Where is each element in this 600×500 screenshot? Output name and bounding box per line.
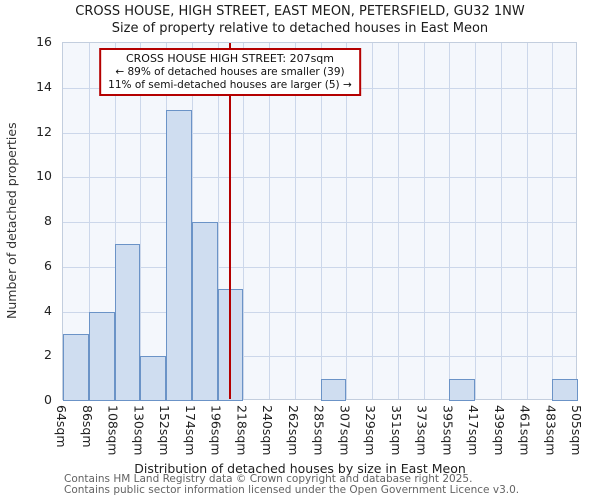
histogram-bar — [552, 378, 578, 401]
histogram-bar — [140, 356, 166, 401]
y-tick-label: 0 — [44, 392, 52, 407]
v-gridline — [191, 43, 193, 399]
y-tick-label: 2 — [44, 347, 52, 363]
x-tick-label: 351sqm — [388, 405, 404, 456]
histogram-bar — [166, 110, 192, 401]
h-gridline — [63, 356, 576, 358]
x-tick-label: 329sqm — [363, 405, 378, 456]
histogram-bar — [88, 311, 115, 401]
v-gridline — [243, 43, 245, 399]
annotation-line-1: CROSS HOUSE HIGH STREET: 207sqm — [125, 52, 335, 65]
histogram-bar — [449, 378, 475, 401]
x-tick-label: 417sqm — [466, 405, 481, 456]
h-gridline — [63, 177, 576, 179]
v-gridline — [397, 43, 399, 399]
v-gridline — [269, 43, 270, 399]
x-tick-label: 307sqm — [337, 405, 353, 456]
x-tick-label: 439sqm — [491, 405, 507, 456]
x-tick-label: 505sqm — [569, 405, 584, 456]
x-tick-label: 108sqm — [105, 405, 121, 456]
y-tick-label: 10 — [36, 168, 52, 184]
h-gridline — [63, 266, 576, 268]
v-gridline — [526, 43, 528, 399]
histogram-bar — [114, 244, 141, 401]
x-tick-label: 152sqm — [157, 405, 172, 456]
v-gridline — [552, 43, 554, 399]
x-tick-label: 64sqm — [54, 405, 69, 448]
x-tick-label: 395sqm — [440, 405, 456, 456]
marker-annotation: CROSS HOUSE HIGH STREET: 207sqm ← 89% of… — [99, 48, 361, 96]
chart-title: CROSS HOUSE, HIGH STREET, EAST MEON, PET… — [75, 4, 525, 19]
h-gridline — [63, 222, 576, 223]
y-tick-label: 16 — [36, 34, 52, 49]
x-tick-label: 196sqm — [208, 405, 224, 456]
footer-line-2: Contains public sector information licen… — [64, 484, 520, 496]
v-gridline — [114, 43, 116, 399]
v-gridline — [217, 43, 219, 399]
v-gridline — [88, 43, 90, 399]
x-tick-label: 461sqm — [517, 405, 533, 456]
annotation-line-2: ← 89% of detached houses are smaller (39… — [115, 65, 345, 78]
v-gridline — [346, 43, 348, 399]
x-tick-label: 373sqm — [414, 405, 430, 456]
plot-area: CROSS HOUSE HIGH STREET: 207sqm ← 89% of… — [62, 42, 578, 401]
histogram-bar — [320, 378, 347, 401]
v-gridline — [475, 43, 476, 399]
y-tick-label: 14 — [36, 78, 52, 94]
x-axis-title: Distribution of detached houses by size … — [134, 461, 466, 476]
v-gridline — [449, 43, 451, 399]
y-tick-label: 6 — [44, 257, 52, 273]
x-tick-label: 262sqm — [285, 405, 301, 456]
x-tick-label: 86sqm — [79, 405, 95, 448]
v-gridline — [140, 43, 142, 399]
v-gridline — [372, 43, 373, 399]
x-tick-label: 130sqm — [131, 405, 147, 456]
y-tick-label: 12 — [36, 123, 52, 139]
v-gridline — [500, 43, 502, 399]
h-gridline — [63, 132, 576, 134]
x-tick-label: 240sqm — [260, 405, 275, 456]
v-gridline — [423, 43, 425, 399]
v-gridline — [294, 43, 296, 399]
y-tick-label: 8 — [44, 213, 52, 228]
x-tick-label: 483sqm — [543, 405, 559, 456]
histogram-bar — [63, 333, 89, 401]
v-gridline — [320, 43, 322, 399]
x-tick-label: 218sqm — [234, 405, 250, 456]
footer-line-1: Contains HM Land Registry data © Crown c… — [64, 473, 473, 485]
h-gridline — [63, 311, 576, 313]
annotation-line-3: 11% of semi-detached houses are larger (… — [108, 78, 352, 91]
histogram-bar — [191, 222, 218, 401]
chart-subtitle: Size of property relative to detached ho… — [111, 21, 489, 36]
marker-line — [228, 43, 231, 399]
x-tick-label: 285sqm — [311, 405, 327, 456]
x-tick-label: 174sqm — [182, 405, 198, 456]
y-tick-label: 4 — [44, 302, 52, 318]
